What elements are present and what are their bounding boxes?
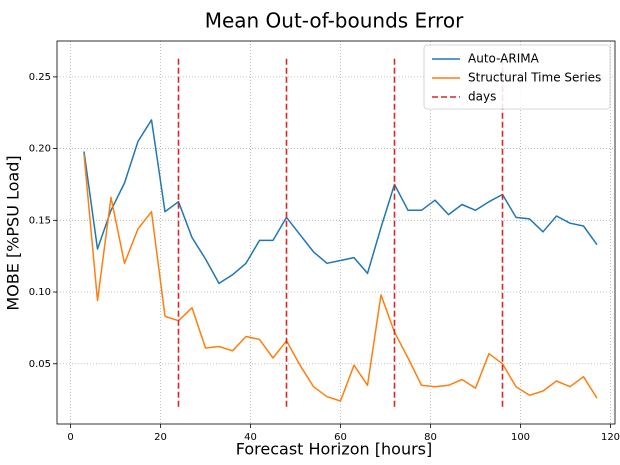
x-tick-label: 100	[511, 432, 530, 443]
legend-label: Auto-ARIMA	[468, 52, 540, 66]
y-tick-label: 0.10	[29, 287, 51, 298]
x-tick-label: 0	[67, 432, 73, 443]
chart-title: Mean Out-of-bounds Error	[205, 9, 464, 33]
y-tick-label: 0.05	[29, 359, 51, 370]
x-tick-label: 80	[424, 432, 437, 443]
legend-label: days	[468, 90, 496, 104]
x-tick-label: 60	[334, 432, 347, 443]
legend-label: Structural Time Series	[468, 71, 601, 85]
y-tick-label: 0.20	[29, 144, 51, 155]
y-tick-label: 0.25	[29, 72, 51, 83]
x-axis-label: Forecast Horizon [hours]	[236, 440, 433, 459]
y-axis-label: MOBE [%PSU Load]	[4, 155, 23, 310]
x-tick-label: 40	[244, 432, 257, 443]
legend-box	[423, 44, 611, 110]
y-tick-label: 0.15	[29, 215, 51, 226]
axes-frame	[56, 40, 616, 425]
x-tick-label: 20	[154, 432, 167, 443]
series-line-1	[83, 154, 598, 402]
x-tick-label: 120	[601, 432, 620, 443]
plot-area: 0 20 40 60 80 100 120 0.05 0.10 0.15 0.20 0.25 Auto-…	[29, 40, 620, 443]
series-line-0	[83, 119, 598, 285]
